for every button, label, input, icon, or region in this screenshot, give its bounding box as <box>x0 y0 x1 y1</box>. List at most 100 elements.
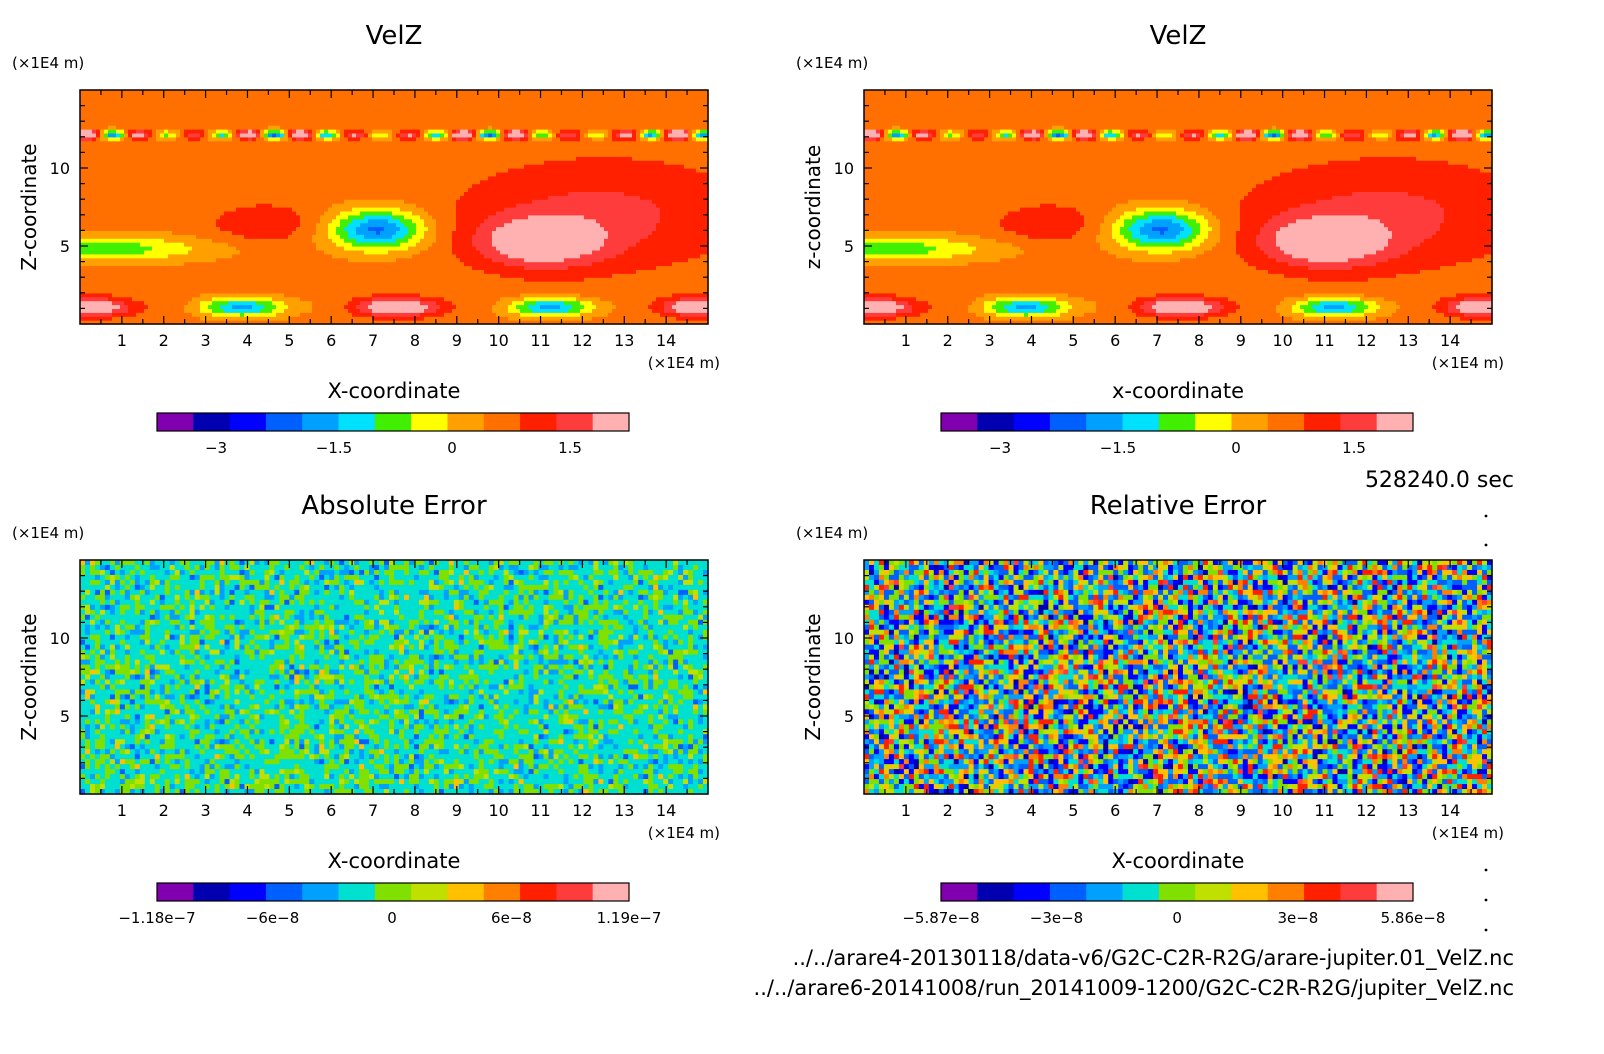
heatmap-cell <box>84 156 89 161</box>
heatmap-cell <box>280 133 285 138</box>
heatmap-cell <box>212 316 217 321</box>
heatmap-cell <box>380 219 385 224</box>
heatmap-cell <box>332 308 337 313</box>
heatmap-cell <box>116 234 121 239</box>
heatmap-cell <box>400 238 405 243</box>
heatmap-cell <box>112 293 117 298</box>
heatmap-cell <box>260 308 265 313</box>
heatmap-cell <box>368 316 373 321</box>
heatmap-cell <box>388 262 393 267</box>
heatmap-cell <box>280 156 285 161</box>
heatmap-cell <box>136 137 141 142</box>
heatmap-cell <box>336 301 341 306</box>
heatmap-cell <box>340 199 345 204</box>
heatmap-cell <box>368 110 373 115</box>
heatmap-cell <box>228 156 233 161</box>
heatmap-cell <box>84 145 89 150</box>
heatmap-cell <box>172 203 177 208</box>
heatmap-cell <box>92 215 97 220</box>
heatmap-cell <box>136 102 141 107</box>
heatmap-cell <box>104 297 109 302</box>
heatmap-cell <box>228 219 233 224</box>
heatmap-cell <box>384 269 389 274</box>
heatmap-cell <box>392 106 397 111</box>
heatmap-cell <box>220 230 225 235</box>
heatmap-cell <box>108 277 113 282</box>
heatmap-cell <box>256 188 261 193</box>
heatmap-cell <box>360 316 365 321</box>
heatmap-cell <box>164 262 169 267</box>
heatmap-cell <box>392 293 397 298</box>
heatmap-cell <box>344 281 349 286</box>
heatmap-cell <box>336 242 341 247</box>
heatmap-cell <box>284 121 289 126</box>
heatmap-cell <box>236 110 241 115</box>
heatmap-cell <box>304 219 309 224</box>
heatmap-cell <box>108 215 113 220</box>
heatmap-cell <box>296 223 301 228</box>
heatmap-cell <box>128 308 133 313</box>
heatmap-cell <box>240 277 245 282</box>
heatmap-cell <box>136 106 141 111</box>
heatmap-cell <box>356 246 361 251</box>
heatmap-cell <box>104 149 109 154</box>
heatmap-cell <box>292 230 297 235</box>
heatmap-cell <box>152 137 157 142</box>
heatmap-cell <box>236 191 241 196</box>
heatmap-cell <box>196 125 201 130</box>
heatmap-cell <box>252 113 257 118</box>
heatmap-cell <box>344 121 349 126</box>
heatmap-cell <box>136 98 141 103</box>
heatmap-cell <box>128 246 133 251</box>
heatmap-cell <box>212 242 217 247</box>
heatmap-cell <box>320 207 325 212</box>
heatmap-cell <box>388 289 393 294</box>
heatmap-cell <box>276 250 281 255</box>
heatmap-cell <box>248 316 253 321</box>
heatmap-cell <box>164 176 169 181</box>
heatmap-cell <box>260 238 265 243</box>
heatmap-cell <box>196 285 201 290</box>
heatmap-cell <box>140 172 145 177</box>
heatmap-cell <box>236 242 241 247</box>
heatmap-cell <box>120 254 125 258</box>
heatmap-cell <box>240 285 245 290</box>
heatmap-cell <box>276 234 281 239</box>
heatmap-cell <box>192 199 197 204</box>
heatmap-cell <box>296 277 301 282</box>
heatmap-cell <box>284 215 289 220</box>
heatmap-cell <box>160 188 165 193</box>
heatmap-cell <box>264 312 269 317</box>
heatmap-cell <box>264 110 269 115</box>
heatmap-cell <box>340 102 345 107</box>
heatmap-cell <box>252 141 257 146</box>
heatmap-cell <box>300 180 305 185</box>
heatmap-cell <box>260 141 265 146</box>
heatmap-cell <box>96 234 101 239</box>
heatmap-cell <box>396 203 401 208</box>
heatmap-cell <box>252 106 257 111</box>
heatmap-cell <box>116 180 121 185</box>
heatmap-cell <box>380 137 385 142</box>
heatmap-cell <box>172 102 177 107</box>
heatmap-cell <box>372 172 377 177</box>
heatmap-cell <box>112 133 117 138</box>
heatmap-cell <box>212 98 217 103</box>
heatmap-cell <box>384 113 389 118</box>
heatmap-cell <box>260 125 265 130</box>
heatmap-cell <box>288 297 293 302</box>
heatmap-cell <box>128 281 133 286</box>
heatmap-cell <box>360 152 365 157</box>
heatmap-cell <box>380 262 385 267</box>
heatmap-cell <box>172 180 177 185</box>
heatmap-cell <box>356 293 361 298</box>
heatmap-cell <box>120 234 125 239</box>
heatmap-cell <box>344 180 349 185</box>
heatmap-cell <box>152 223 157 228</box>
heatmap-cell <box>316 156 321 161</box>
heatmap-cell <box>384 199 389 204</box>
heatmap-cell <box>256 215 261 220</box>
heatmap-cell <box>372 156 377 161</box>
heatmap-cell <box>388 273 393 278</box>
heatmap-cell <box>132 176 137 181</box>
